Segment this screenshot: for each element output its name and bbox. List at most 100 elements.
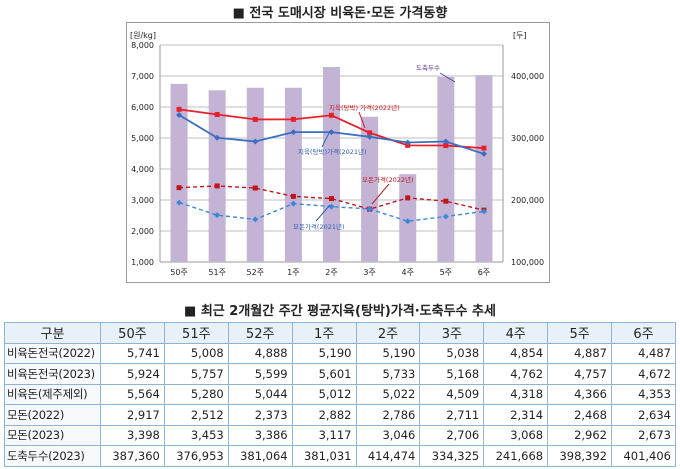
table-cell: 5,741 — [100, 342, 165, 364]
series-point — [366, 133, 373, 140]
slaughter-bar — [246, 87, 264, 262]
x-tick-label: 1주 — [287, 268, 299, 277]
series-point — [214, 134, 221, 141]
table-row-label: 모돈(2023) — [4, 424, 101, 446]
series-point — [329, 112, 334, 118]
table-row: 모돈(2022) 2,917 2,512 2,373 2,882 2,786 2,711 2,… — [4, 404, 676, 426]
annotation-arrow — [371, 183, 390, 205]
table-cell: 5,599 — [227, 363, 293, 385]
y-right-tick-label: 100,000 — [511, 258, 544, 267]
table-row: 비육돈전국(2022) 5,741 5,008 4,888 5,190 5,190 5,03… — [4, 342, 676, 364]
series-point — [252, 185, 258, 191]
table-cell: 2,711 — [419, 404, 485, 426]
annotation-label: 지육(탕박) 가격(2022년) — [329, 103, 400, 112]
table-cell: 241,668 — [483, 445, 549, 467]
series-point — [214, 212, 221, 219]
series-point — [290, 193, 296, 199]
table-row: 모돈(2023) 3,398 3,453 3,386 3,117 3,046 2,706 3,… — [4, 424, 676, 446]
table-cell: 5,280 — [163, 383, 229, 405]
y-left-tick-label: 2,000 — [131, 227, 154, 236]
slaughter-bar — [437, 76, 455, 262]
series-point — [480, 208, 487, 215]
table-cell: 3,398 — [100, 424, 165, 446]
table-header-week: 5주 — [547, 322, 612, 344]
table-cell: 2,512 — [163, 404, 229, 426]
table-row-label: 비육돈(제주제외) — [4, 383, 101, 405]
table-row: 비육돈전국(2023) 5,924 5,757 5,599 5,601 5,733 5,16… — [4, 363, 676, 385]
table-cell: 5,044 — [227, 383, 293, 405]
series-point — [367, 130, 373, 136]
table-cell: 2,468 — [547, 404, 612, 426]
table-cell: 4,487 — [611, 342, 676, 364]
annotation-arrow — [358, 111, 366, 129]
x-tick-label: 4주 — [401, 268, 413, 277]
table-cell: 4,318 — [483, 383, 549, 405]
annotation-arrow — [315, 204, 331, 222]
table-header-week: 50주 — [100, 322, 165, 344]
table-cell: 2,634 — [611, 404, 676, 426]
table-cell: 5,601 — [291, 363, 357, 385]
annotation-arrow — [321, 130, 331, 148]
series-point — [329, 196, 334, 202]
table-cell: 5,008 — [163, 342, 229, 364]
slaughter-bar — [399, 174, 417, 262]
annotation-label: 도축두수 — [416, 63, 440, 72]
chart-title: ■ 전국 도매시장 비육돈·모돈 가격동향 — [232, 6, 448, 21]
series-point — [443, 198, 449, 204]
series-point — [404, 218, 411, 225]
series-point — [328, 129, 335, 136]
table-cell: 2,786 — [355, 404, 421, 426]
series-point — [443, 143, 449, 149]
price-trend-chart: 1,000 2,000 3,000 4,000 5,000 6,000 7,000 8,000… — [130, 31, 544, 277]
series-point — [290, 116, 296, 122]
table-header-week: 2주 — [355, 322, 421, 344]
table-cell: 3,117 — [291, 424, 357, 446]
slaughter-bar — [361, 116, 379, 262]
table-header-row: 구분 50주 51주 52주 1주 2주 3주 4주 5주 6주 — [4, 322, 676, 344]
table-cell: 5,733 — [355, 363, 421, 385]
table-cell: 2,373 — [227, 404, 293, 426]
table-cell: 381,064 — [227, 445, 293, 467]
series-point — [404, 139, 411, 146]
table-cell: 414,474 — [355, 445, 421, 467]
table-cell: 4,366 — [547, 383, 612, 405]
table-header-week: 51주 — [163, 322, 229, 344]
y-left-unit: [원/kg] — [130, 31, 156, 40]
series-point — [214, 183, 220, 189]
table-header-week: 52주 — [227, 322, 293, 344]
table-title: ■ 최근 2개월간 주간 평균지육(탕박)가격·도축두수 추세 — [184, 304, 496, 319]
slaughter-bar — [208, 90, 226, 262]
x-tick-label: 52주 — [247, 268, 265, 277]
series-point — [176, 106, 182, 112]
x-tick-label: 6주 — [478, 268, 490, 277]
table-cell: 4,854 — [483, 342, 549, 364]
y-left-tick-label: 3,000 — [131, 196, 154, 205]
table-cell: 5,022 — [355, 383, 421, 405]
series-point — [252, 216, 259, 223]
series-point — [290, 200, 297, 207]
table-cell: 4,672 — [611, 363, 676, 385]
series-point — [442, 213, 449, 220]
table-cell: 2,673 — [611, 424, 676, 446]
table-cell: 5,038 — [419, 342, 485, 364]
table-cell: 5,757 — [163, 363, 229, 385]
series-point — [480, 150, 487, 157]
table-cell: 5,190 — [291, 342, 357, 364]
table-header-week: 1주 — [291, 322, 357, 344]
series-point — [481, 145, 487, 151]
table-cell: 5,012 — [291, 383, 357, 405]
series-point — [366, 205, 373, 212]
table-cell: 376,953 — [163, 445, 229, 467]
x-tick-label: 50주 — [170, 268, 188, 277]
annotation-arrow — [439, 72, 456, 83]
table-row: 도축두수(2023) 387,360 376,953 381,064 381,031 41… — [4, 445, 676, 467]
series-point — [442, 138, 449, 145]
annotation-label: 지육(탕박)가격(2021년) — [298, 147, 367, 156]
x-tick-label: 5주 — [440, 268, 452, 277]
x-tick-label: 3주 — [363, 268, 375, 277]
table-cell: 398,392 — [547, 445, 612, 467]
table-header-week: 4주 — [483, 322, 549, 344]
x-tick-label: 2주 — [325, 268, 337, 277]
y-left-tick-label: 8,000 — [131, 41, 154, 50]
table-cell: 2,882 — [291, 404, 357, 426]
